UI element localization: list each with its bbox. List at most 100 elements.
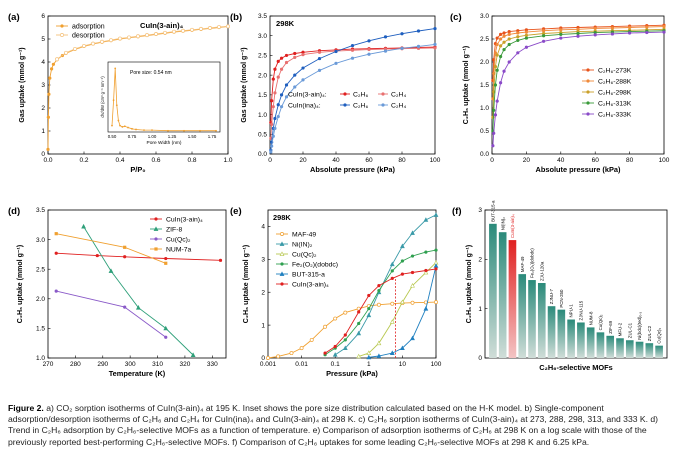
data-point-cuin-ina-c-h [270, 144, 274, 148]
legend-marker [279, 241, 285, 246]
data-point-but-315-a [389, 350, 395, 355]
legend-entry: MAF-49 [292, 231, 316, 238]
data-point-c-h-333k [593, 33, 597, 37]
data-point-maf-49 [309, 337, 314, 342]
inset-data-point [123, 125, 126, 128]
series-line-cuin-3-ain [56, 252, 221, 261]
bar-maf-49 [518, 274, 527, 358]
data-point-desorption [199, 26, 203, 31]
data-point-desorption [91, 41, 95, 46]
data-point-desorption [64, 50, 68, 55]
bar-category-label: Ni(IN)₂ [500, 217, 505, 230]
x-tick-label: 100 [431, 361, 442, 368]
data-point-c-h-288k [524, 30, 529, 34]
x-tick-label: 0.0 [43, 157, 52, 164]
y-tick-label: 1.0 [36, 355, 45, 362]
data-point-cu-qc [423, 269, 429, 275]
y-tick-label: 0.0 [258, 151, 267, 158]
data-point-maf-49 [276, 354, 281, 359]
bar-category-label: ZJNU-7 [549, 289, 554, 305]
data-point-c-h-298k [507, 37, 511, 41]
data-point-c-h-273k [502, 31, 506, 35]
data-point-cuin-ina-c-h [271, 134, 275, 138]
panel-label: (a) [8, 12, 20, 23]
data-point-cuin-3-ain-c-h [317, 50, 322, 54]
data-point-fe-o-dobdc [343, 338, 347, 342]
data-point-c-h-313k [507, 42, 511, 47]
y-tick-label: 2.5 [258, 53, 267, 60]
data-point-c-h-333k [495, 99, 499, 103]
legend-entry: ZIF-8 [166, 226, 182, 233]
data-point-cuin-ina-c-h [284, 83, 289, 87]
legend-entry: CuIn(3-ain)₄ [292, 281, 329, 288]
bar-category-label: MAF-49 [520, 256, 525, 272]
data-point-c-h-313k [593, 30, 597, 35]
data-point-fe-o-dobdc [367, 307, 371, 311]
data-point-c-h-288k [516, 31, 520, 35]
inset-frame [107, 61, 221, 133]
panel-f: (f) 0 1 2 3 C₂H₆ uptake (mmol g⁻¹) C₂H₆-select… [452, 200, 668, 372]
y-tick-label: 2 [41, 105, 45, 112]
data-point-adsorption [51, 62, 56, 66]
chart-annotation: 298K [273, 213, 291, 222]
data-point-c-h-273k [516, 29, 520, 33]
series-line-num-7a [56, 233, 166, 264]
data-point-c-h-273k [507, 30, 511, 34]
y-tick-label: 4 [41, 59, 45, 66]
caption-label: Figure 2. [8, 403, 44, 413]
series-line-ni-in [334, 214, 437, 356]
bar-category-label: CuIn(3-ain)₄ [510, 214, 515, 238]
data-point-desorption [181, 28, 185, 33]
data-point-cuin-3-ain-c-h [350, 48, 355, 52]
legend-marker [586, 112, 590, 116]
legend-entry: C₂H₆-333K [598, 111, 632, 118]
x-tick-label: 100 [659, 157, 670, 164]
data-point-adsorption [46, 115, 50, 119]
data-point-cuin-ina-c-h [433, 42, 437, 46]
data-point-cuin-ina-c-h [433, 27, 437, 31]
data-point-c-h-288k [628, 25, 632, 30]
legend-marker [279, 251, 285, 256]
bar-zul-c1 [625, 340, 634, 358]
series-line-c-h-298k [492, 28, 665, 118]
data-point-cuin-3-ain-c-h [270, 122, 274, 127]
data-point-ni-in [433, 212, 439, 217]
y-tick-label: 1.5 [36, 326, 45, 333]
data-point-fe-o-dobdc [424, 250, 428, 254]
legend-marker [343, 103, 347, 107]
bar-category-label: NPU-1 [569, 304, 574, 318]
bar-zjnu-7 [547, 306, 556, 358]
data-point-desorption [55, 57, 59, 62]
data-point-zif-8 [163, 325, 169, 331]
y-tick-label: 1.5 [258, 92, 267, 99]
inset-data-point [131, 127, 133, 130]
y-tick-label: 2.5 [36, 266, 45, 273]
inset-data-point [119, 124, 121, 127]
data-point-desorption [109, 38, 113, 43]
data-point-cuin-3-ain [123, 255, 127, 259]
y-tick-label: 1 [41, 128, 45, 135]
data-point-cuin-3-ain-c-h [284, 53, 289, 58]
y-axis-label: C₂H₆ uptake (mmol g⁻¹) [243, 245, 250, 323]
bar-zul-c2 [645, 343, 654, 358]
data-point-cuin-ina-c-h [276, 114, 280, 119]
panel-e: (e) 0.001 0.01 0.1 1 10 100 0 1 2 3 4 Pressure (kPa)… [230, 206, 442, 378]
bar-pcn-250 [557, 309, 566, 358]
bar-cu-qc [596, 332, 605, 358]
x-tick-label: 1.0 [223, 157, 232, 164]
panel-label: (f) [452, 206, 462, 217]
data-point-cuin-ina-c-h [383, 35, 388, 39]
data-point-cuin-3-ain [410, 270, 415, 275]
x-tick-label: 0 [268, 157, 272, 164]
inset-data-point [199, 129, 201, 132]
data-point-c-h-273k [495, 36, 499, 40]
bar-zjnu-115 [577, 322, 585, 358]
chart-annotation: CuIn(3-ain)₄ [140, 21, 184, 30]
data-point-desorption [100, 39, 104, 44]
data-point-fe-o-dobdc [434, 248, 438, 252]
inset-data-point [121, 126, 124, 128]
data-point-c-h-313k [524, 36, 529, 40]
y-tick-label: 4 [261, 224, 265, 231]
y-tick-label: 0.0 [480, 151, 489, 158]
data-point-cuin-ina-c-h [367, 39, 371, 43]
